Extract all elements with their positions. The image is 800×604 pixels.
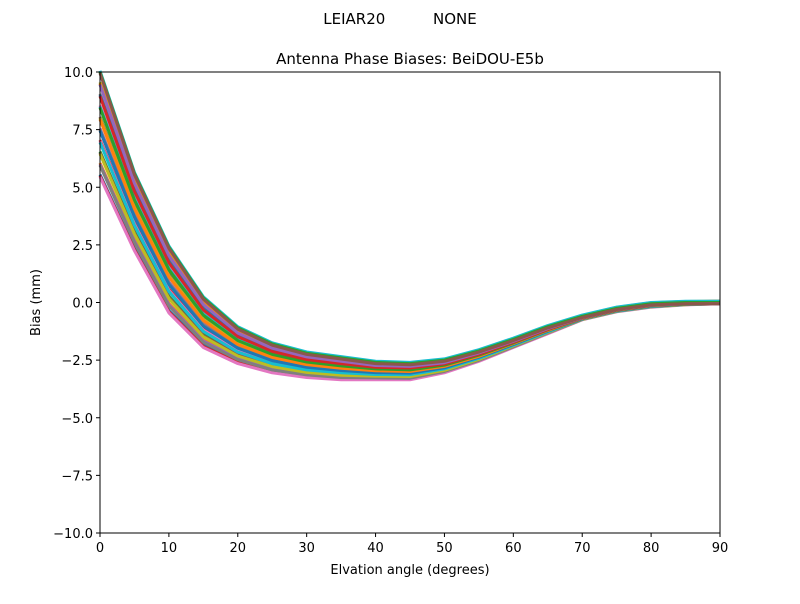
x-tick-label: 30	[298, 541, 315, 556]
x-tick-label: 0	[96, 541, 104, 556]
y-tick-label: −10.0	[53, 527, 93, 542]
y-tick-label: −5.0	[61, 412, 93, 427]
y-tick-label: 10.0	[64, 66, 93, 81]
x-tick-label: 90	[712, 541, 729, 556]
series-line-2	[98, 150, 721, 376]
y-axis-label: Bias (mm)	[29, 269, 44, 336]
series-line-1	[98, 164, 721, 380]
x-tick-label: 80	[643, 541, 660, 556]
x-tick-label: 60	[505, 541, 522, 556]
x-tick-label: 50	[436, 541, 453, 556]
series-line-0	[98, 173, 721, 379]
chart-title: Antenna Phase Biases: BeiDOU-E5b	[276, 50, 544, 68]
series-line-1	[98, 162, 721, 378]
y-tick-label: 0.0	[72, 297, 93, 312]
series-line-3	[98, 141, 721, 377]
figure-title: LEIAR20 NONE	[323, 10, 476, 28]
series-lines	[98, 70, 721, 382]
y-axis: −10.0 −7.5 −5.0 −2.5 0.0 2.5 5.0 7.5 10.0	[53, 66, 100, 542]
y-tick-label: 2.5	[72, 239, 93, 254]
series-line-2	[98, 153, 721, 378]
x-axis-label: Elvation angle (degrees)	[330, 563, 489, 578]
series-line-2	[98, 152, 721, 377]
x-tick-label: 20	[230, 541, 247, 556]
y-tick-label: 7.5	[72, 124, 93, 139]
series-line-0	[98, 175, 721, 381]
series-line-0	[98, 176, 721, 382]
series-line-9	[98, 72, 720, 367]
y-tick-label: 5.0	[72, 181, 93, 196]
x-tick-label: 70	[574, 541, 591, 556]
x-tick-label: 40	[367, 541, 384, 556]
y-tick-label: −7.5	[61, 469, 93, 484]
y-tick-label: −2.5	[61, 354, 93, 369]
x-tick-label: 10	[161, 541, 178, 556]
series-line-1	[98, 163, 721, 379]
x-axis: 0 10 20 30 40 50 60 70 80 90	[96, 533, 728, 556]
